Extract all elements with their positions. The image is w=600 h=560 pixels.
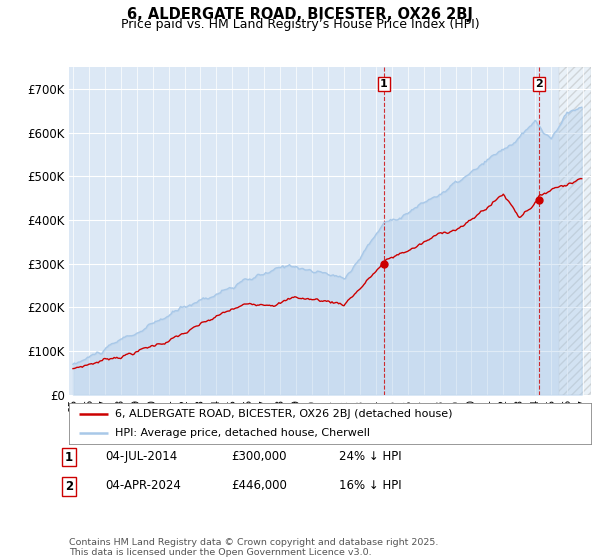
Text: 6, ALDERGATE ROAD, BICESTER, OX26 2BJ (detached house): 6, ALDERGATE ROAD, BICESTER, OX26 2BJ (d… (115, 409, 452, 419)
Text: £300,000: £300,000 (231, 450, 287, 463)
Text: 1: 1 (380, 78, 388, 88)
Text: £446,000: £446,000 (231, 479, 287, 492)
Text: 04-APR-2024: 04-APR-2024 (105, 479, 181, 492)
Text: 24% ↓ HPI: 24% ↓ HPI (339, 450, 401, 463)
Text: 2: 2 (65, 480, 73, 493)
Text: Contains HM Land Registry data © Crown copyright and database right 2025.
This d: Contains HM Land Registry data © Crown c… (69, 538, 439, 557)
Text: HPI: Average price, detached house, Cherwell: HPI: Average price, detached house, Cher… (115, 428, 370, 437)
Text: 04-JUL-2014: 04-JUL-2014 (105, 450, 177, 463)
Text: 2: 2 (535, 78, 543, 88)
Text: 1: 1 (65, 451, 73, 464)
Text: 6, ALDERGATE ROAD, BICESTER, OX26 2BJ: 6, ALDERGATE ROAD, BICESTER, OX26 2BJ (127, 7, 473, 22)
Text: 16% ↓ HPI: 16% ↓ HPI (339, 479, 401, 492)
Text: Price paid vs. HM Land Registry’s House Price Index (HPI): Price paid vs. HM Land Registry’s House … (121, 18, 479, 31)
